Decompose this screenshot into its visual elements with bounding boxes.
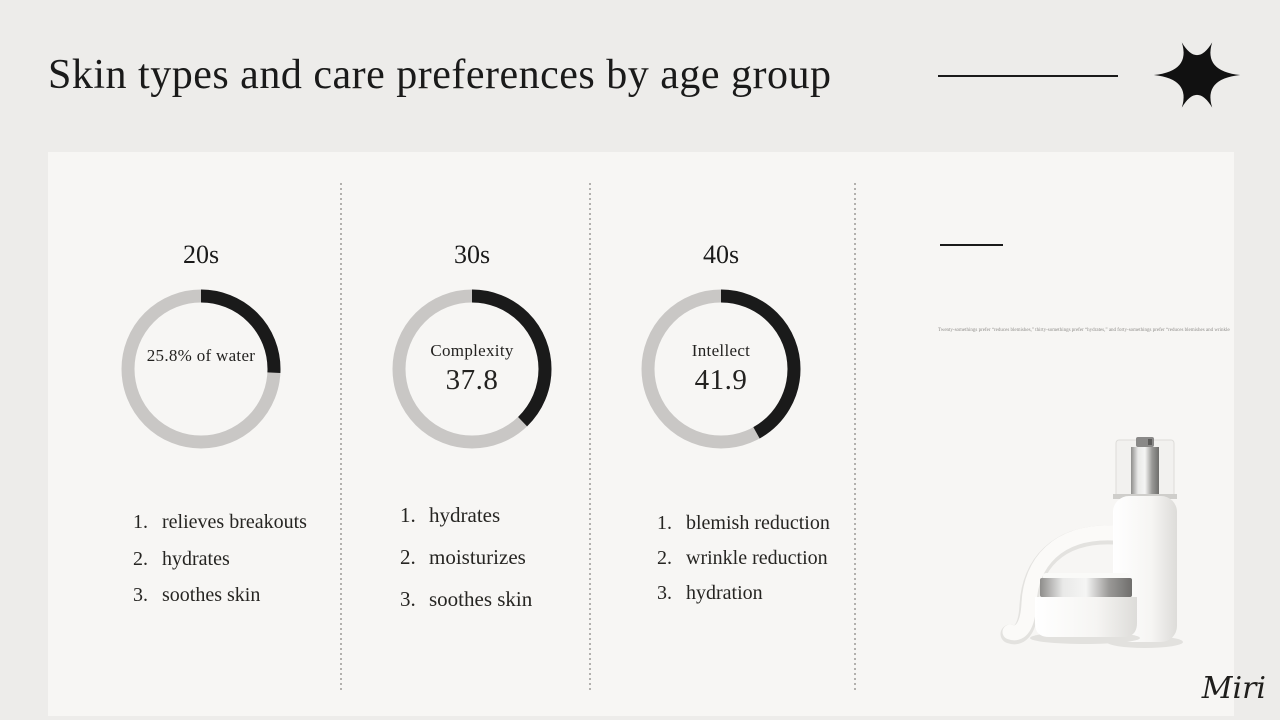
list-item: 1. hydrates <box>400 503 532 545</box>
item-number: 1. <box>133 511 148 533</box>
donut-center-40s: Intellect 41.9 <box>639 287 803 451</box>
item-text: relieves breakouts <box>162 511 307 533</box>
product-image <box>1000 437 1183 648</box>
cream-jar <box>1030 573 1140 644</box>
item-text: wrinkle reduction <box>686 547 828 569</box>
note-text: Twenty-somethings prefer “reduces blemis… <box>938 328 1230 333</box>
item-number: 2. <box>133 547 148 570</box>
item-number: 2. <box>400 545 416 569</box>
item-text: hydration <box>686 582 763 604</box>
page-title: Skin types and care preferences by age g… <box>48 52 832 98</box>
column-divider <box>854 183 856 690</box>
item-number: 3. <box>133 584 148 606</box>
cream-swoosh <box>1000 525 1123 645</box>
sparkle-icon <box>1153 42 1241 108</box>
signature: Miri <box>1201 671 1266 706</box>
item-text: blemish reduction <box>686 512 830 534</box>
column-divider <box>340 183 342 690</box>
donut-label: 25.8% of water <box>146 345 256 365</box>
item-number: 1. <box>657 512 672 534</box>
donut-30s: Complexity 37.8 <box>390 287 554 451</box>
preference-list-20s: 1. relieves breakouts 2. hydrates 3. soo… <box>133 511 307 621</box>
side-rule <box>940 244 1003 246</box>
donut-label: Intellect <box>691 341 751 360</box>
list-item: 2. moisturizes <box>400 545 532 587</box>
item-number: 1. <box>400 503 416 527</box>
donut-value: 41.9 <box>694 364 748 396</box>
preference-list-40s: 1. blemish reduction 2. wrinkle reductio… <box>657 512 830 617</box>
donut-chart-30s <box>392 289 552 449</box>
item-text: soothes skin <box>429 587 533 611</box>
item-text: hydrates <box>429 503 501 527</box>
donut-20s: 25.8% of water <box>119 287 283 451</box>
item-number: 2. <box>657 547 672 569</box>
spray-bottle <box>1107 437 1183 648</box>
list-item: 1. blemish reduction <box>657 512 830 547</box>
list-item: 3. soothes skin <box>133 584 307 621</box>
donut-value: 37.8 <box>445 364 499 396</box>
list-item: 2. wrinkle reduction <box>657 547 830 582</box>
list-item: 3. soothes skin <box>400 587 532 629</box>
item-text: soothes skin <box>162 584 261 606</box>
item-number: 3. <box>657 582 672 604</box>
item-number: 3. <box>400 587 416 611</box>
title-rule <box>938 75 1118 77</box>
donut-40s: Intellect 41.9 <box>639 287 803 451</box>
list-item: 3. hydration <box>657 582 830 617</box>
list-item: 2. hydrates <box>133 548 307 585</box>
column-divider <box>589 183 591 690</box>
donut-chart-40s <box>641 289 801 449</box>
age-group-label-30s: 30s <box>453 240 491 269</box>
age-group-label-40s: 40s <box>702 240 740 269</box>
donut-center-30s: Complexity 37.8 <box>390 287 554 451</box>
donut-label: Complexity <box>430 341 514 360</box>
preference-list-30s: 1. hydrates 2. moisturizes 3. soothes sk… <box>400 503 532 629</box>
item-text: hydrates <box>162 547 230 570</box>
age-group-label-20s: 20s <box>182 240 220 269</box>
donut-center-20s: 25.8% of water <box>119 287 283 451</box>
list-item: 1. relieves breakouts <box>133 511 307 548</box>
donut-chart-20s <box>121 289 281 449</box>
item-text: moisturizes <box>429 545 526 569</box>
